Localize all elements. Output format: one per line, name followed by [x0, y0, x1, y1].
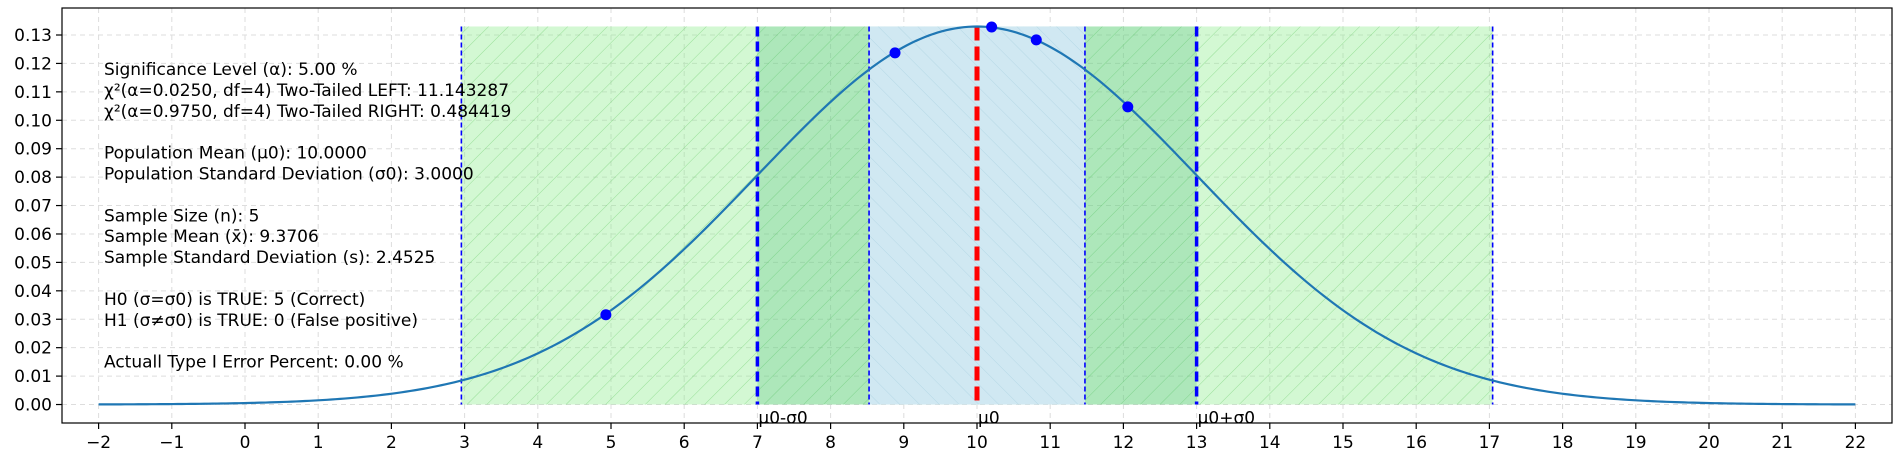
y-tick-label: 0.11 [14, 83, 52, 103]
marker-label: μ0+σ0 [1198, 409, 1255, 429]
sample-point [986, 21, 998, 33]
y-tick-label: 0.00 [14, 396, 52, 416]
marker-label: μ0 [978, 409, 1000, 429]
x-tick-label: 11 [1039, 433, 1061, 453]
y-tick-label: 0.09 [14, 140, 52, 160]
marker-labels: μ0-σ0 μ0 μ0+σ0 [758, 409, 1255, 429]
y-tick-label: 0.05 [14, 253, 52, 273]
x-tick-label: 9 [898, 433, 909, 453]
x-tick-label: 15 [1332, 433, 1354, 453]
sample-point [1122, 101, 1134, 113]
density-curve [98, 25, 1856, 406]
x-tick-label: 19 [1625, 433, 1647, 453]
x-tick-label: 6 [679, 433, 690, 453]
y-tick-label: 0.02 [14, 339, 52, 359]
sample-point [1030, 34, 1042, 46]
info-line: Sample Size (n): 5 [104, 206, 259, 226]
x-tick-label: 14 [1259, 433, 1281, 453]
y-tick-label: 0.12 [14, 54, 52, 74]
info-line: Population Standard Deviation (σ0): 3.00… [104, 165, 474, 185]
info-line: χ²(α=0.0250, df=4) Two-Tailed LEFT: 11.1… [104, 81, 509, 101]
x-tick-label: 8 [825, 433, 836, 453]
x-tick-label: 18 [1552, 433, 1574, 453]
sample-point [600, 309, 612, 321]
x-tick-label: 16 [1405, 433, 1427, 453]
density-curve-layer [98, 25, 1856, 406]
axes: −2 −1 0 1 2 3 4 5 6 7 8 9 10 11 12 13 14 15 16 17 18 19 20 21 22… [14, 7, 1893, 453]
x-tick-label: 20 [1698, 433, 1720, 453]
x-tick-label: 0 [240, 433, 251, 453]
x-tick-label: 3 [459, 433, 470, 453]
y-tick-label: 0.07 [14, 197, 52, 217]
info-line: Significance Level (α): 5.00 % [104, 60, 358, 80]
reference-lines [460, 26, 1494, 405]
y-tick-label: 0.08 [14, 168, 52, 188]
y-tick-label: 0.03 [14, 310, 52, 330]
statistics-text-block: Significance Level (α): 5.00 %χ²(α=0.025… [104, 60, 511, 373]
x-tick-label: 1 [313, 433, 324, 453]
info-line: Sample Mean (x̄): 9.3706 [104, 227, 319, 247]
x-tick-label: 5 [606, 433, 617, 453]
info-line: H0 (σ=σ0) is TRUE: 5 (Correct) [104, 290, 365, 310]
x-tick-label: 10 [966, 433, 988, 453]
x-tick-label: 2 [386, 433, 397, 453]
x-tick-label: 21 [1771, 433, 1793, 453]
x-tick-label: 17 [1479, 433, 1501, 453]
x-tick-label: 13 [1186, 433, 1208, 453]
info-line: Population Mean (μ0): 10.0000 [104, 144, 367, 164]
sample-point [889, 47, 901, 59]
y-tick-label: 0.04 [14, 282, 52, 302]
y-tick-label: 0.13 [14, 26, 52, 46]
x-tick-label: 4 [532, 433, 543, 453]
y-tick-label: 0.06 [14, 225, 52, 245]
marker-label: μ0-σ0 [758, 409, 807, 429]
info-line: H1 (σ≠σ0) is TRUE: 0 (False positive) [104, 311, 418, 331]
x-tick-label: 22 [1845, 433, 1867, 453]
info-line: Sample Standard Deviation (s): 2.4525 [104, 248, 435, 268]
y-tick-label: 0.10 [14, 111, 52, 131]
info-line: χ²(α=0.9750, df=4) Two-Tailed RIGHT: 0.4… [104, 102, 511, 122]
x-tick-label: −2 [86, 433, 111, 453]
x-tick-label: 7 [752, 433, 763, 453]
x-tick-label: −1 [159, 433, 184, 453]
x-tick-label: 12 [1113, 433, 1135, 453]
y-tick-label: 0.01 [14, 367, 52, 387]
sample-points [600, 21, 1134, 321]
info-line: Actuall Type I Error Percent: 0.00 % [104, 353, 404, 373]
